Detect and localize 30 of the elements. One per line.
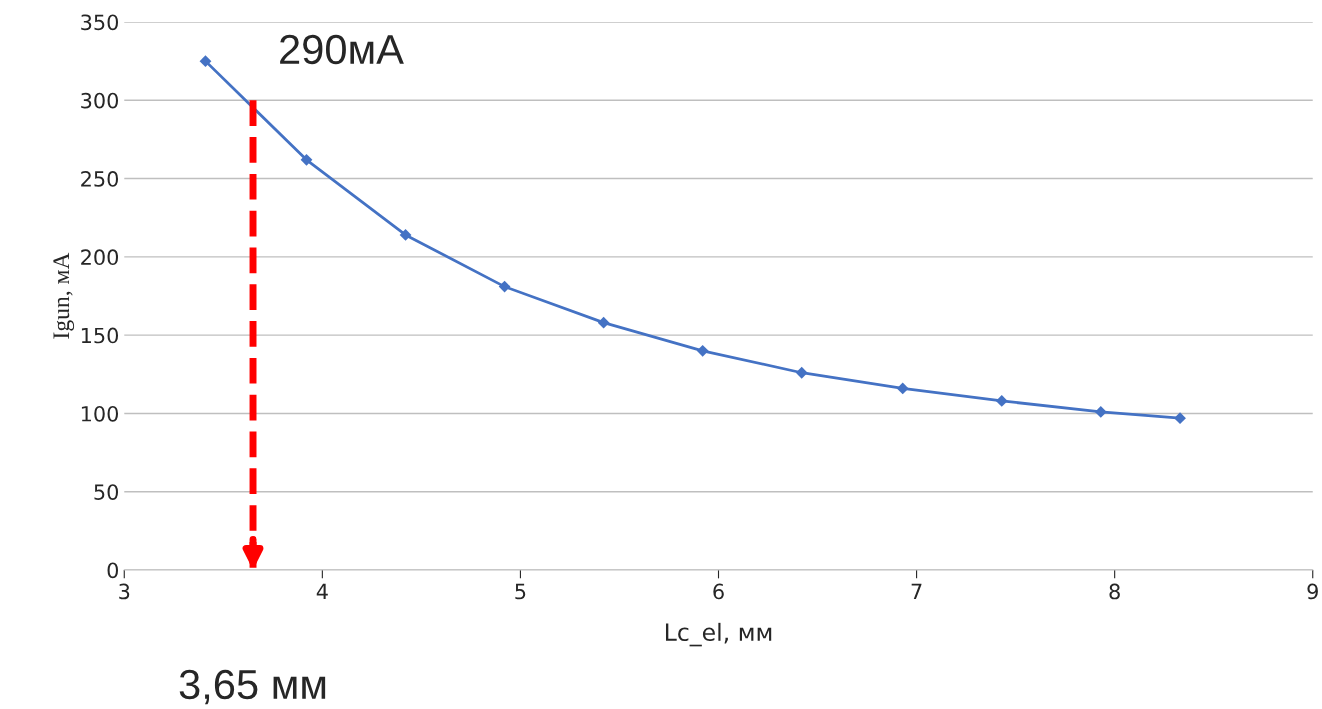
y-tick-label: 0	[107, 562, 119, 579]
point	[995, 395, 1008, 407]
x-tick-label: 9	[1307, 583, 1318, 600]
y-tick-label: 350	[81, 14, 119, 31]
x-tick-label: 6	[713, 583, 724, 600]
y-tick-label: 50	[94, 484, 119, 500]
point	[1174, 412, 1186, 425]
annotation: 290мА	[280, 34, 404, 65]
point	[1094, 405, 1107, 418]
point	[199, 55, 212, 68]
x-tick-label: 8	[1109, 583, 1120, 600]
point	[399, 229, 412, 241]
y-tick-label: 250	[81, 171, 119, 187]
x-tick-label: 3	[119, 583, 130, 600]
point	[696, 344, 709, 357]
point	[795, 366, 808, 379]
point	[498, 280, 511, 293]
point	[300, 153, 313, 166]
x-tick-label: 4	[316, 583, 328, 600]
y-tick-label: 150	[81, 327, 119, 344]
y-tick-label: 300	[81, 92, 119, 109]
x-axis-title: Lc_el, мм	[665, 622, 772, 647]
y-tick-label: 100	[81, 405, 119, 422]
y-tick-label: 200	[81, 249, 119, 266]
point	[597, 316, 610, 329]
annotation: 3,65 мм	[179, 669, 326, 705]
point	[896, 382, 909, 395]
x-tick-label: 5	[515, 583, 526, 600]
y-axis-title: Igun, мА	[53, 252, 75, 339]
x-tick-label: 7	[911, 583, 922, 600]
